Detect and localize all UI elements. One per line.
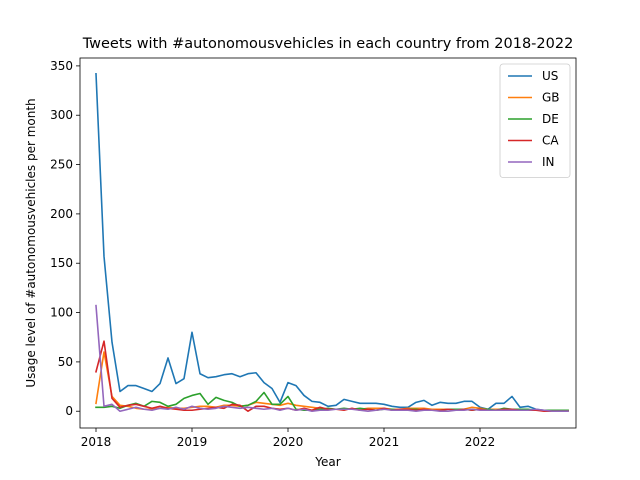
- x-tick-label: 2020: [273, 435, 304, 449]
- legend: US GB DE CA IN: [499, 63, 571, 178]
- x-axis: 2018 2019 2020 2021 2022: [81, 428, 496, 449]
- y-tick-label: 50: [58, 355, 73, 369]
- legend-label-gb: GB: [542, 91, 560, 105]
- legend-label-us: US: [542, 69, 558, 83]
- y-tick-label: 150: [50, 256, 73, 270]
- legend-label-in: IN: [542, 155, 555, 169]
- y-tick-label: 100: [50, 306, 73, 320]
- plot-frame: [79, 57, 577, 429]
- y-axis: 0 50 100 150 200 250 300 350: [50, 59, 80, 418]
- series-line-in: [95, 304, 569, 413]
- y-axis-title: Usage level of #autonomousvehicles per m…: [24, 98, 38, 387]
- y-tick-label: 0: [65, 404, 73, 418]
- x-axis-title: Year: [314, 455, 340, 469]
- legend-label-ca: CA: [542, 134, 559, 148]
- x-tick-label: 2021: [369, 435, 400, 449]
- chart-title: Tweets with #autonomousvehicles in each …: [82, 36, 574, 52]
- series-line-ca: [95, 340, 569, 413]
- x-tick-label: 2019: [177, 435, 208, 449]
- series-layer: [95, 72, 569, 413]
- x-tick-label: 2018: [81, 435, 112, 449]
- legend-box: [499, 63, 571, 178]
- legend-label-de: DE: [542, 112, 559, 126]
- y-tick-label: 250: [50, 158, 73, 172]
- plot-area: 2018 2019 2020 2021 2022 0 50 100 150 200 250 300 3…: [50, 57, 577, 449]
- y-tick-label: 200: [50, 207, 73, 221]
- series-line-us: [95, 72, 569, 412]
- y-tick-label: 350: [50, 59, 73, 73]
- y-tick-label: 300: [50, 108, 73, 122]
- x-tick-label: 2022: [465, 435, 496, 449]
